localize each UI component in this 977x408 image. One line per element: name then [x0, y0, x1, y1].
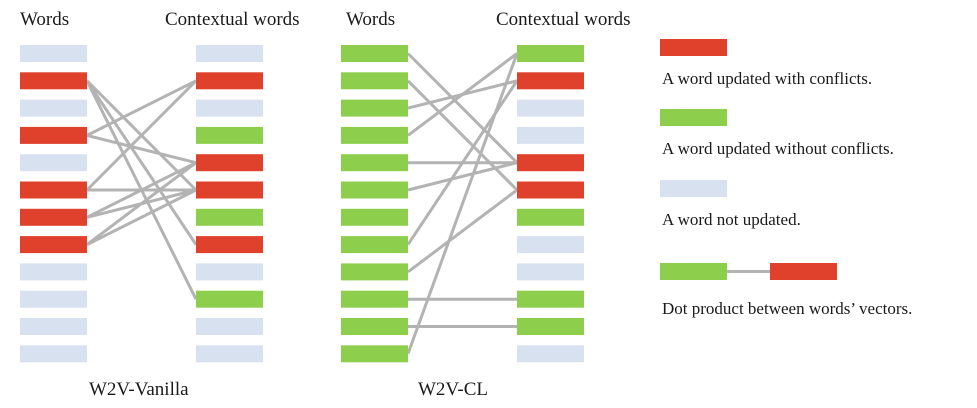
cl-word-bar-4 [341, 154, 408, 172]
cl-contextual-bar-8 [517, 263, 584, 281]
vanilla-contextual-bar-2 [196, 99, 263, 117]
vanilla-edge-4 [86, 133, 197, 165]
vanilla-edge-7 [86, 161, 197, 219]
legend-dot-product-left-swatch [660, 263, 727, 280]
vanilla-contextual-bar-3 [196, 126, 263, 144]
vanilla-word-bar-3 [20, 126, 87, 144]
cl-contextual-bar-10 [517, 318, 584, 335]
cl-edge-10 [406, 52, 519, 355]
cl-edge-0 [406, 52, 519, 164]
vanilla-edge-3 [86, 79, 197, 137]
vanilla-word-bar-11 [20, 345, 87, 363]
cl-contextual-bar-4 [517, 154, 584, 172]
cl-contextual-bar-2 [517, 99, 584, 117]
legend: A word updated with conflicts. A word up… [660, 39, 912, 318]
cl-contextual-bar-1 [517, 72, 584, 90]
vanilla-contextual-bar-9 [196, 290, 263, 308]
cl-edge-1 [406, 79, 519, 192]
cl-edge-7 [407, 188, 518, 274]
vanilla-contextual-bar-1 [196, 72, 263, 90]
vanilla-contextual-bar-5 [196, 181, 263, 199]
vanilla-word-bar-4 [20, 154, 87, 172]
cl-contextual-bar-9 [517, 290, 584, 308]
legend-not-updated-label: A word not updated. [662, 210, 801, 229]
legend-conflict-swatch [660, 39, 727, 56]
vanilla-edge-9 [86, 161, 197, 246]
cl-word-bar-1 [341, 72, 408, 90]
cl-contextual-bar-7 [517, 236, 584, 254]
vanilla-edge-5 [85, 79, 198, 192]
vanilla-contextual-bar-11 [196, 345, 263, 363]
cl-word-bar-0 [341, 45, 408, 62]
cl-word-bar-11 [341, 345, 408, 363]
cl-contextual-bar-11 [517, 345, 584, 363]
cl-word-bar-9 [341, 290, 408, 308]
cl-edge-6 [406, 79, 519, 246]
vanilla-word-bar-5 [20, 181, 87, 199]
vanilla-word-bar-10 [20, 318, 87, 335]
vanilla-words-label: Words [20, 9, 69, 30]
cl-word-bar-3 [341, 126, 408, 144]
legend-conflict-label: A word updated with conflicts. [662, 69, 872, 88]
cl-word-bar-7 [341, 236, 408, 254]
vanilla-contextual-bar-10 [196, 318, 263, 335]
cl-word-bar-2 [341, 99, 408, 117]
legend-no-conflict-label: A word updated without conflicts. [662, 139, 894, 158]
vanilla-word-bar-6 [20, 208, 87, 226]
cl-edge-3 [407, 52, 518, 137]
vanilla-contextual-bar-6 [196, 208, 263, 226]
cl-edge-5 [407, 161, 518, 192]
vanilla-word-bar-0 [20, 45, 87, 62]
cl-word-bar-6 [341, 208, 408, 226]
vanilla-edge-10 [86, 188, 197, 246]
vanilla-word-bar-7 [20, 236, 87, 254]
cl-contextual-bar-0 [517, 45, 584, 62]
cl-word-bar-8 [341, 263, 408, 281]
cl-word-bar-5 [341, 181, 408, 199]
legend-dot-product-right-swatch [770, 263, 837, 280]
edges-layer [85, 52, 519, 355]
vanilla-word-bar-1 [20, 72, 87, 90]
vanilla-word-bar-8 [20, 263, 87, 281]
cl-contextual-bar-6 [517, 208, 584, 226]
bars-layer [20, 45, 584, 363]
cl-words-label: Words [346, 9, 395, 30]
vanilla-word-bar-9 [20, 290, 87, 308]
vanilla-contextual-bar-7 [196, 236, 263, 254]
vanilla-caption: W2V-Vanilla [89, 379, 189, 400]
cl-contextual-bar-3 [517, 126, 584, 144]
cl-contextual-bar-5 [517, 181, 584, 199]
vanilla-contextual-bar-4 [196, 154, 263, 172]
legend-not-updated-swatch [660, 180, 727, 197]
cl-contextual-label: Contextual words [496, 9, 631, 30]
cl-caption: W2V-CL [418, 379, 488, 400]
vanilla-contextual-bar-0 [196, 45, 263, 62]
vanilla-contextual-label: Contextual words [165, 9, 300, 30]
vanilla-contextual-bar-8 [196, 263, 263, 281]
legend-dot-product-label: Dot product between words’ vectors. [662, 299, 912, 318]
vanilla-word-bar-2 [20, 99, 87, 117]
vanilla-edge-1 [85, 79, 198, 246]
cl-word-bar-10 [341, 318, 408, 335]
legend-no-conflict-swatch [660, 109, 727, 126]
